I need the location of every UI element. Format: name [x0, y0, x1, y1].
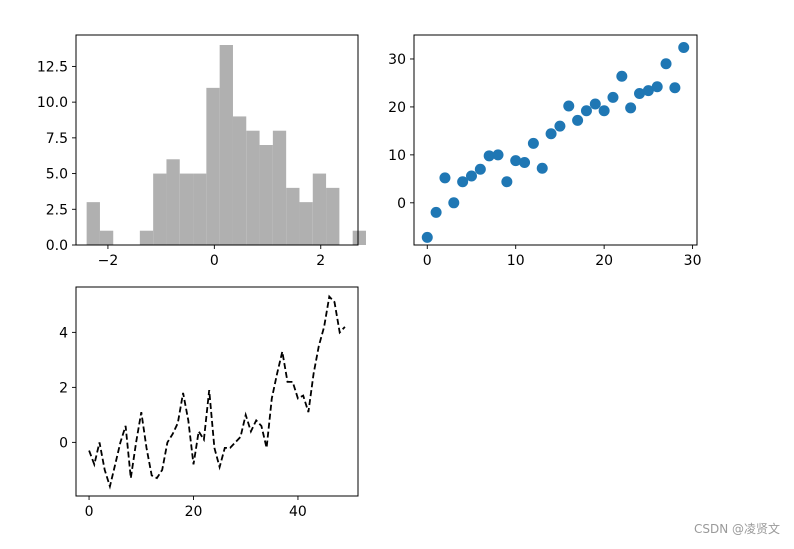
scatter-point — [563, 100, 575, 112]
scatter-point — [625, 102, 637, 114]
scatter-point — [439, 172, 451, 184]
scatter-point — [448, 197, 460, 209]
histogram-panel: −2 0 2 0.0 2.5 5.0 7.5 10.0 12.5 — [37, 34, 366, 269]
x-tick-label: 40 — [289, 504, 307, 520]
histogram-bar — [352, 230, 366, 245]
scatter-point — [465, 170, 477, 182]
scatter-point — [536, 162, 548, 174]
scatter-point — [457, 176, 469, 188]
histogram-bar — [153, 173, 167, 245]
y-tick-label: 7.5 — [46, 131, 68, 147]
y-tick-label: 12.5 — [37, 59, 68, 75]
histogram-bar — [312, 173, 327, 245]
line-panel: 0 20 40 0 2 4 — [59, 286, 359, 520]
scatter-point — [589, 98, 601, 110]
scatter-point — [616, 70, 628, 82]
histogram-bar — [86, 202, 100, 245]
scatter-point — [519, 157, 531, 169]
scatter-point — [421, 231, 433, 243]
scatter-point — [554, 120, 566, 132]
histogram-bar — [286, 187, 300, 245]
y-tick-label: 30 — [388, 52, 406, 68]
histogram-bar — [259, 145, 273, 245]
y-tick-label: 10.0 — [37, 95, 68, 111]
scatter-point — [545, 128, 557, 140]
scatter-point — [483, 150, 495, 162]
y-tick-label: 0.0 — [46, 238, 68, 254]
y-tick-label: 10 — [388, 148, 406, 164]
y-tick-label: 0 — [397, 196, 406, 212]
scatter-point — [678, 41, 690, 53]
histogram-bar — [99, 230, 114, 245]
scatter-point — [607, 91, 619, 103]
axes-frame — [75, 286, 359, 497]
x-tick-label: 20 — [185, 504, 203, 520]
scatter-point — [572, 114, 584, 126]
watermark: CSDN @凌贤文 — [693, 522, 780, 536]
scatter-point — [651, 81, 663, 93]
scatter-point — [598, 105, 610, 117]
y-tick-label: 5.0 — [46, 167, 68, 183]
y-tick-label: 2.5 — [46, 202, 68, 218]
scatter-point — [492, 149, 504, 161]
x-tick-label: 2 — [316, 253, 325, 269]
histogram-bar — [139, 230, 154, 245]
x-tick-label: 0 — [210, 253, 219, 269]
scatter-point — [510, 155, 522, 167]
y-tick-label: 4 — [59, 325, 68, 341]
histogram-bar — [232, 116, 247, 245]
x-tick-label: 30 — [684, 253, 702, 269]
scatter-point — [642, 85, 654, 97]
histogram-bar — [166, 159, 180, 245]
histogram-bar — [206, 87, 220, 245]
histogram-bar — [179, 173, 194, 245]
y-tick-label: 20 — [388, 100, 406, 116]
scatter-point — [501, 176, 513, 188]
axes-frame — [413, 34, 698, 246]
scatter-point — [669, 82, 681, 94]
scatter-point — [660, 58, 672, 70]
histogram-bar — [326, 187, 340, 245]
histogram-bar — [219, 45, 233, 245]
scatter-point — [430, 206, 442, 218]
scatter-point — [580, 105, 592, 117]
y-tick-label: 2 — [59, 380, 68, 396]
scatter-point — [634, 87, 646, 99]
x-tick-label: 20 — [595, 253, 613, 269]
axes-frame — [75, 34, 359, 246]
histogram-bar — [193, 173, 207, 245]
x-tick-label: 0 — [85, 504, 94, 520]
scatter-panel: 0 10 20 30 0 10 20 30 — [388, 34, 702, 269]
y-tick-label: 0 — [59, 435, 68, 451]
x-tick-label: −2 — [98, 253, 119, 269]
scatter-point — [474, 163, 486, 175]
histogram-bar — [299, 202, 313, 245]
histogram-bar — [272, 130, 287, 245]
series-line — [88, 294, 346, 490]
histogram-bar — [246, 130, 260, 245]
scatter-point — [527, 137, 539, 149]
x-tick-label: 10 — [507, 253, 525, 269]
x-tick-label: 0 — [423, 253, 432, 269]
